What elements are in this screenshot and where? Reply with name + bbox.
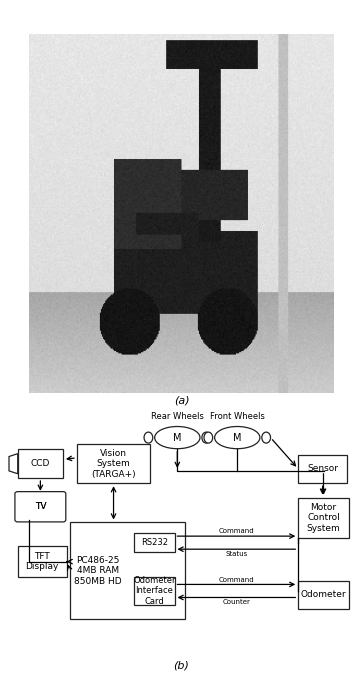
Text: Motor
Control
System: Motor Control System (307, 503, 340, 533)
Ellipse shape (155, 426, 200, 449)
Text: Rear Wheels: Rear Wheels (151, 412, 204, 421)
Text: (a): (a) (174, 395, 189, 405)
FancyBboxPatch shape (298, 581, 349, 609)
FancyBboxPatch shape (134, 577, 175, 605)
FancyBboxPatch shape (18, 546, 66, 577)
Text: PC486-25
4MB RAM
850MB HD: PC486-25 4MB RAM 850MB HD (74, 556, 122, 586)
Text: Counter: Counter (223, 599, 250, 605)
Text: TFT
Display: TFT Display (25, 552, 59, 572)
Text: M: M (173, 433, 182, 443)
Ellipse shape (215, 426, 260, 449)
Text: Status: Status (225, 551, 248, 557)
FancyBboxPatch shape (298, 454, 347, 483)
Text: Command: Command (219, 577, 254, 582)
Text: Odometer
Interface
Card: Odometer Interface Card (133, 576, 176, 606)
Text: Vision
System
(TARGA+): Vision System (TARGA+) (91, 449, 136, 479)
Ellipse shape (262, 432, 270, 443)
FancyBboxPatch shape (15, 492, 66, 522)
FancyBboxPatch shape (18, 494, 63, 520)
Text: M: M (233, 433, 241, 443)
Text: (b): (b) (174, 661, 189, 671)
Text: Command: Command (219, 528, 254, 534)
Text: TV: TV (34, 502, 46, 511)
Text: TV: TV (34, 502, 46, 511)
FancyBboxPatch shape (134, 533, 175, 553)
Ellipse shape (204, 432, 213, 443)
Text: Sensor: Sensor (307, 464, 338, 473)
FancyBboxPatch shape (298, 498, 349, 538)
FancyBboxPatch shape (77, 444, 150, 483)
Polygon shape (9, 454, 18, 474)
Ellipse shape (144, 432, 153, 443)
Text: Front Wheels: Front Wheels (210, 412, 265, 421)
FancyBboxPatch shape (70, 523, 185, 619)
Text: Odometer: Odometer (301, 591, 346, 599)
Text: CCD: CCD (31, 459, 50, 468)
FancyBboxPatch shape (18, 450, 63, 478)
Text: RS232: RS232 (141, 538, 168, 547)
Ellipse shape (202, 432, 211, 443)
